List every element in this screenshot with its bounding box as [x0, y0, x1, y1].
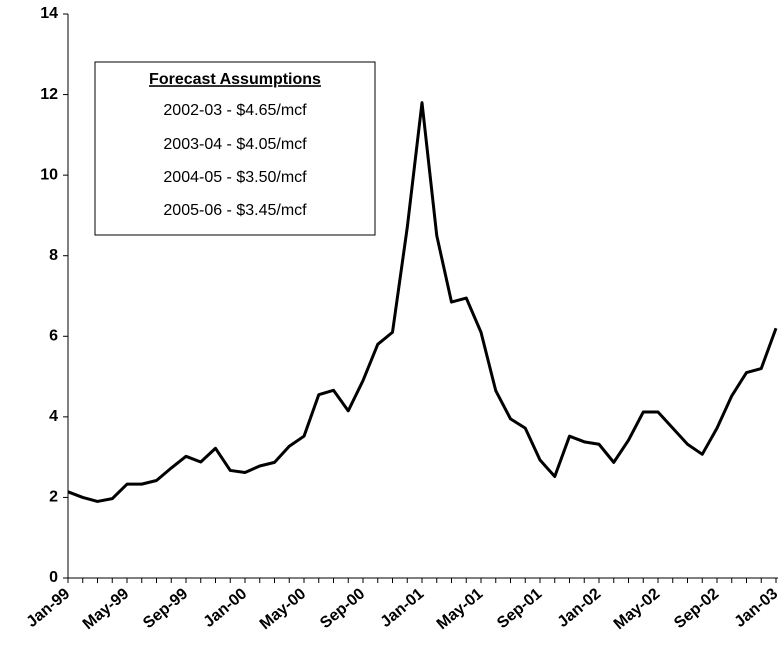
- x-tick-label: Sep-00: [317, 585, 368, 632]
- annotation-line: 2003-04 - $4.05/mcf: [163, 136, 307, 153]
- x-tick-label: Sep-99: [140, 585, 191, 632]
- y-tick-label: 14: [40, 5, 58, 22]
- x-tick-label: Jan-00: [201, 585, 251, 631]
- x-tick-label: Sep-01: [494, 585, 545, 632]
- x-tick-label: May-02: [611, 585, 664, 633]
- x-tick-label: May-01: [434, 585, 487, 633]
- annotation-title: Forecast Assumptions: [149, 71, 321, 88]
- x-tick-label: Jan-01: [378, 585, 428, 631]
- annotation-box: [94, 61, 376, 236]
- y-tick-label: 10: [40, 166, 58, 183]
- y-tick-label: 8: [49, 247, 58, 264]
- y-tick-label: 2: [49, 489, 58, 506]
- annotation-line: 2002-03 - $4.65/mcf: [163, 102, 307, 119]
- x-tick-label: Jan-99: [24, 585, 74, 631]
- x-tick-label: May-00: [257, 585, 310, 633]
- annotation-line: 2004-05 - $3.50/mcf: [163, 169, 307, 186]
- annotation-line: 2005-06 - $3.45/mcf: [163, 202, 307, 219]
- y-tick-label: 12: [40, 86, 58, 103]
- x-tick-label: Sep-02: [671, 585, 722, 632]
- x-tick-label: Jan-03: [732, 585, 778, 631]
- y-tick-label: 4: [49, 408, 58, 425]
- y-tick-label: 6: [49, 328, 58, 345]
- line: [67, 101, 778, 503]
- x-tick-label: Jan-02: [555, 585, 605, 631]
- y-tick-label: 0: [49, 569, 58, 586]
- x-tick-label: May-99: [80, 585, 133, 633]
